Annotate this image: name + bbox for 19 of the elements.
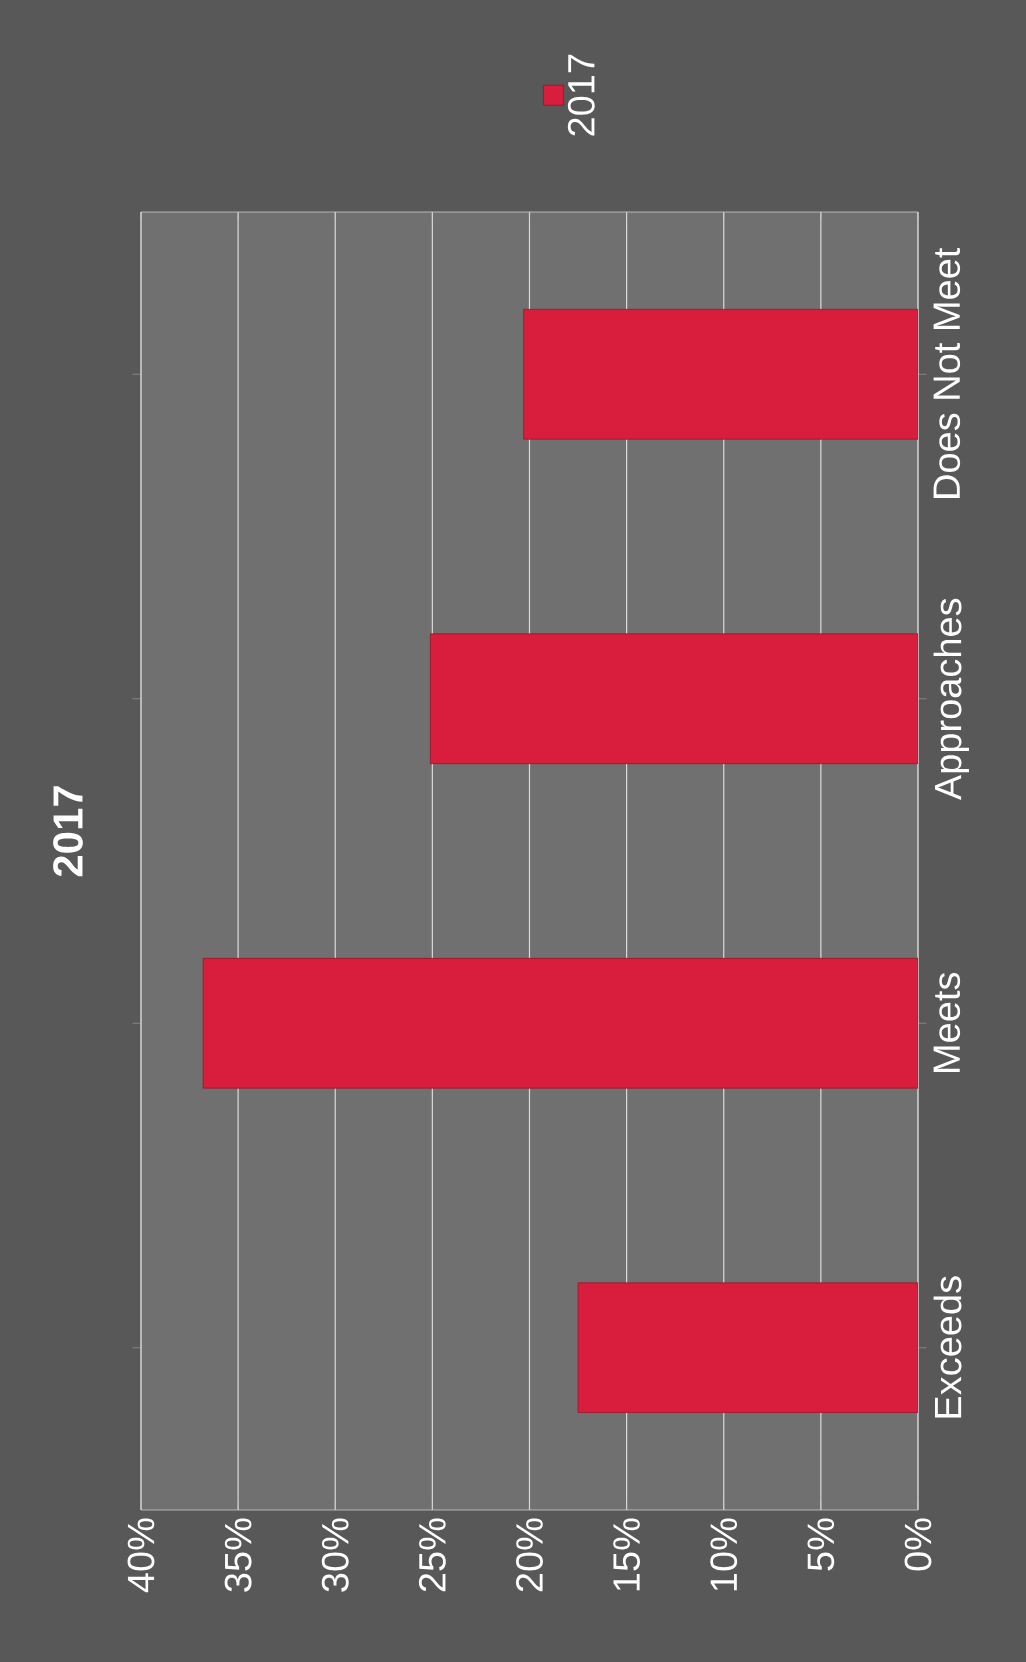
y-tick-label: Approaches [933,598,969,801]
x-tick-label: 25% [418,1518,446,1592]
x-tick-label: 5% [807,1518,835,1571]
x-tick-label: 10% [710,1518,738,1591]
x-tick-label: 0% [904,1518,932,1571]
x-tick-label: 20% [516,1518,543,1592]
bar [430,633,918,765]
bar [577,1282,918,1414]
text: 2017 [53,786,83,877]
legend-label: 2017 [567,54,595,136]
x-tick-label: 15% [613,1518,640,1591]
y-tick-label: Does Not Meet [933,247,961,498]
bar [202,957,918,1089]
bar [523,308,918,440]
x-tick-label: 30% [321,1518,349,1592]
x-tick-label: 35% [224,1518,252,1592]
y-tick-label: Exceeds [933,1276,962,1418]
x-tick-label: 40% [127,1518,155,1593]
y-tick-label: Meets [933,972,961,1072]
